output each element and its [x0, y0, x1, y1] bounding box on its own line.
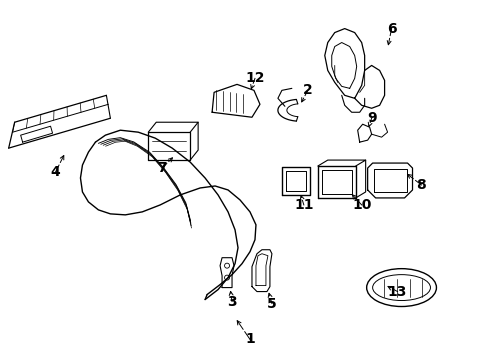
Text: 5: 5: [266, 297, 276, 311]
Text: 10: 10: [351, 198, 370, 212]
Text: 7: 7: [157, 161, 167, 175]
Text: 11: 11: [293, 198, 313, 212]
Text: 4: 4: [51, 165, 61, 179]
Text: 1: 1: [244, 332, 254, 346]
Text: 2: 2: [303, 84, 312, 97]
Text: 13: 13: [387, 284, 407, 298]
Text: 3: 3: [227, 294, 236, 309]
Text: 8: 8: [416, 178, 426, 192]
Text: 6: 6: [386, 22, 396, 36]
Text: 12: 12: [244, 71, 264, 85]
Text: 9: 9: [366, 111, 376, 125]
